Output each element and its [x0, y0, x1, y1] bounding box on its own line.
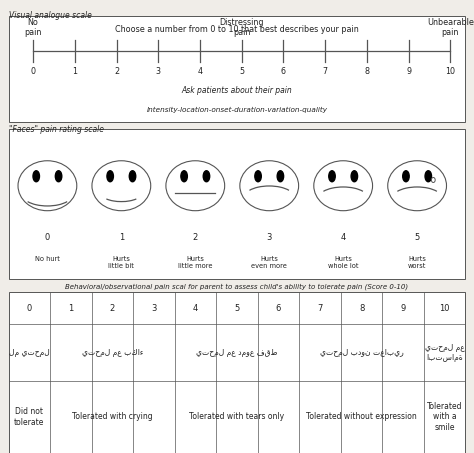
- Text: 10: 10: [445, 67, 456, 76]
- Text: 6: 6: [276, 304, 281, 313]
- Text: 2: 2: [110, 304, 115, 313]
- Bar: [9, 292, 465, 453]
- Text: Choose a number from 0 to 10 that best describes your pain: Choose a number from 0 to 10 that best d…: [115, 25, 359, 34]
- Ellipse shape: [425, 171, 431, 182]
- Ellipse shape: [277, 171, 283, 182]
- Text: يتحمل مع
ابتسامة: يتحمل مع ابتسامة: [425, 343, 465, 362]
- Text: 3: 3: [156, 67, 161, 76]
- Text: No hurt: No hurt: [35, 256, 60, 262]
- Bar: [9, 16, 465, 122]
- Text: Tolerated
with a
smile: Tolerated with a smile: [427, 402, 463, 432]
- Text: Behavioral/observational pain scal for parent to assess child's ability to toler: Behavioral/observational pain scal for p…: [65, 283, 409, 290]
- Text: 0: 0: [27, 304, 32, 313]
- Text: يتحمل بدون تعابير: يتحمل بدون تعابير: [320, 348, 403, 357]
- Text: 4: 4: [198, 67, 202, 76]
- Text: 7: 7: [318, 304, 323, 313]
- Text: 3: 3: [266, 233, 272, 242]
- Text: No
pain: No pain: [25, 18, 42, 38]
- Text: 1: 1: [118, 233, 124, 242]
- Text: "Faces" pain rating scale: "Faces" pain rating scale: [9, 125, 103, 134]
- Text: 8: 8: [359, 304, 365, 313]
- Ellipse shape: [129, 171, 136, 182]
- Ellipse shape: [403, 171, 409, 182]
- Text: 3: 3: [151, 304, 156, 313]
- Text: 2: 2: [114, 67, 119, 76]
- Ellipse shape: [351, 171, 357, 182]
- Text: Unbearable
pain: Unbearable pain: [427, 18, 474, 38]
- Text: Hurts
whole lot: Hurts whole lot: [328, 256, 358, 269]
- Text: 1: 1: [73, 67, 77, 76]
- Text: Tolerated with tears only: Tolerated with tears only: [190, 412, 284, 421]
- Ellipse shape: [203, 171, 210, 182]
- Text: Distressing
pain: Distressing pain: [219, 18, 264, 38]
- Text: 9: 9: [401, 304, 406, 313]
- Ellipse shape: [33, 171, 39, 182]
- Text: 5: 5: [414, 233, 420, 242]
- Text: 8: 8: [365, 67, 369, 76]
- Text: 4: 4: [340, 233, 346, 242]
- Text: Tolerated with crying: Tolerated with crying: [72, 412, 153, 421]
- Text: 5: 5: [234, 304, 240, 313]
- Text: Ask patients about their pain: Ask patients about their pain: [182, 86, 292, 95]
- Text: 1: 1: [68, 304, 73, 313]
- Text: Hurts
even more: Hurts even more: [251, 256, 287, 269]
- Text: 5: 5: [239, 67, 244, 76]
- Ellipse shape: [329, 171, 335, 182]
- Text: يتحمل مع بكاء: يتحمل مع بكاء: [82, 348, 143, 357]
- Text: Hurts
worst: Hurts worst: [408, 256, 426, 269]
- Text: 9: 9: [406, 67, 411, 76]
- Text: 2: 2: [192, 233, 198, 242]
- Text: 6: 6: [281, 67, 286, 76]
- Text: Hurts
little more: Hurts little more: [178, 256, 212, 269]
- Text: 7: 7: [323, 67, 328, 76]
- Text: 4: 4: [193, 304, 198, 313]
- Text: 0: 0: [31, 67, 36, 76]
- Text: 0: 0: [45, 233, 50, 242]
- Text: يتحمل مع دموع فقط: يتحمل مع دموع فقط: [196, 348, 278, 357]
- Text: Tolerated without expression: Tolerated without expression: [306, 412, 417, 421]
- Text: لم يتحمل: لم يتحمل: [9, 348, 50, 357]
- Ellipse shape: [255, 171, 261, 182]
- Ellipse shape: [107, 171, 113, 182]
- Ellipse shape: [181, 171, 187, 182]
- Text: 10: 10: [439, 304, 450, 313]
- Text: Visual analogue scale: Visual analogue scale: [9, 11, 91, 20]
- Bar: [9, 129, 465, 279]
- Text: Did not
tolerate: Did not tolerate: [14, 407, 45, 427]
- Ellipse shape: [55, 171, 62, 182]
- Text: Intensity-location-onset-duration-variation-quality: Intensity-location-onset-duration-variat…: [146, 107, 328, 113]
- Text: Hurts
little bit: Hurts little bit: [109, 256, 134, 269]
